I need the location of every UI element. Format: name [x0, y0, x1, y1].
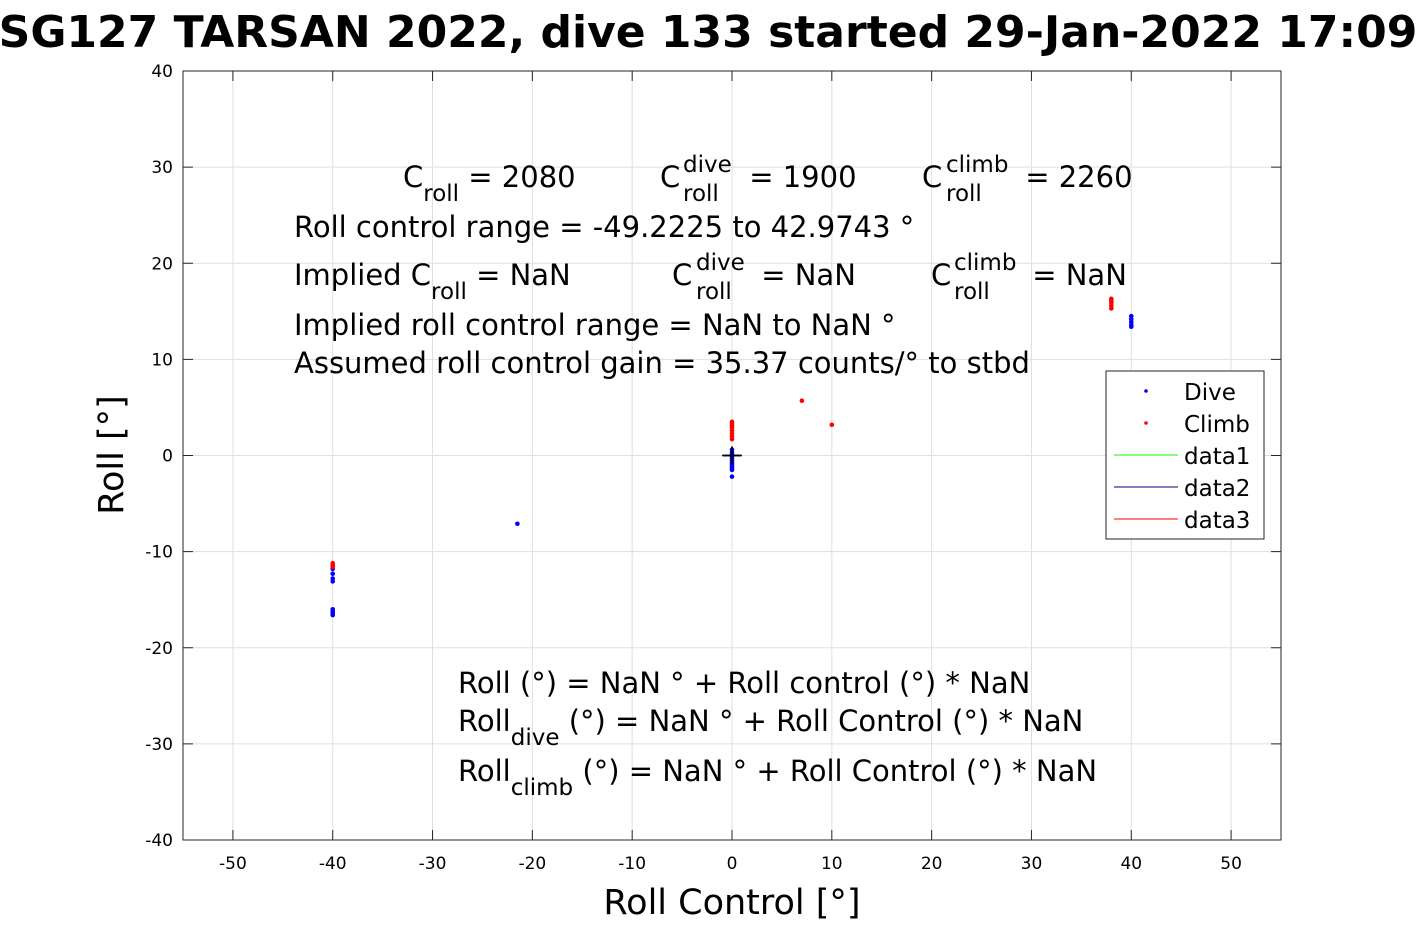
gain-annotation: Assumed roll control gain = 35.37 counts…	[294, 346, 1030, 380]
y-axis-label: Roll [°]	[92, 395, 132, 515]
x-tick-label: -50	[219, 854, 247, 874]
x-axis-label: Roll Control [°]	[603, 883, 860, 923]
data-point-climb	[829, 422, 835, 428]
data-point-climb	[729, 419, 735, 425]
data-point-dive	[330, 571, 336, 577]
y-tick-label: 30	[151, 158, 173, 178]
equation-annotations: Roll (°) = NaN ° + Roll control (°) * Na…	[458, 666, 1097, 801]
roll-climb-equation: Rollclimb (°) = NaN ° + Roll Control (°)…	[458, 754, 1097, 801]
chart-title: SG127 TARSAN 2022, dive 133 started 29-J…	[0, 7, 1417, 58]
data-point-dive	[1128, 324, 1134, 329]
data-point-climb	[799, 398, 805, 404]
legend-marker-climb	[1144, 421, 1148, 425]
data-point-climb	[330, 564, 336, 570]
y-tick-label: 40	[151, 62, 173, 82]
x-tick-label: -10	[618, 854, 646, 874]
data-points	[330, 296, 1134, 618]
data-point-dive	[729, 467, 735, 473]
legend-label-data3: data3	[1184, 508, 1250, 534]
x-tick-label: 20	[921, 854, 943, 874]
legend-marker-dive	[1144, 389, 1148, 393]
x-tick-label: 30	[1021, 854, 1043, 874]
x-tick-label: 10	[821, 854, 843, 874]
legend-label-data1: data1	[1184, 444, 1250, 470]
y-tick-labels: -40 -30 -20 -10 0 10 20 30 40	[145, 62, 173, 851]
y-tick-label: -10	[145, 543, 173, 563]
x-tick-label: 40	[1120, 854, 1142, 874]
y-tick-label: -40	[145, 831, 173, 851]
implied-c-roll-annotation: Implied Croll = NaN	[294, 258, 571, 305]
x-tick-label: -20	[518, 854, 546, 874]
data-point-dive	[729, 474, 735, 479]
x-tick-label: 50	[1220, 854, 1242, 874]
data-point-dive	[330, 612, 336, 618]
legend-label-climb: Climb	[1184, 412, 1250, 438]
data-point-climb	[1109, 296, 1114, 302]
y-tick-label: 0	[162, 447, 173, 467]
x-tick-label: 0	[727, 854, 738, 874]
x-tick-label: -30	[419, 854, 447, 874]
legend-label-dive: Dive	[1184, 380, 1236, 406]
legend-label-data2: data2	[1184, 476, 1250, 502]
x-tick-labels: -50 -40 -30 -20 -10 0 10 20 30 40 50	[219, 854, 1242, 874]
y-tick-label: -20	[145, 639, 173, 659]
roll-equation: Roll (°) = NaN ° + Roll control (°) * Na…	[458, 666, 1030, 700]
x-tick-label: -40	[319, 854, 347, 874]
legend: Dive Climb data1 data2 data3	[1105, 370, 1265, 540]
y-tick-label: 10	[151, 350, 173, 370]
axes	[182, 70, 1282, 841]
data-point-dive	[330, 579, 336, 584]
range-annotation: Roll control range = -49.2225 to 42.9743…	[294, 210, 914, 244]
c-roll-annotation: Croll = 2080	[403, 160, 576, 207]
y-tick-label: -30	[145, 735, 173, 755]
data-point-dive	[515, 521, 520, 527]
implied-range-annotation: Implied roll control range = NaN to NaN …	[294, 308, 896, 342]
y-tick-label: 20	[151, 254, 173, 274]
roll-dive-equation: Rolldive (°) = NaN ° + Roll Control (°) …	[458, 704, 1083, 751]
